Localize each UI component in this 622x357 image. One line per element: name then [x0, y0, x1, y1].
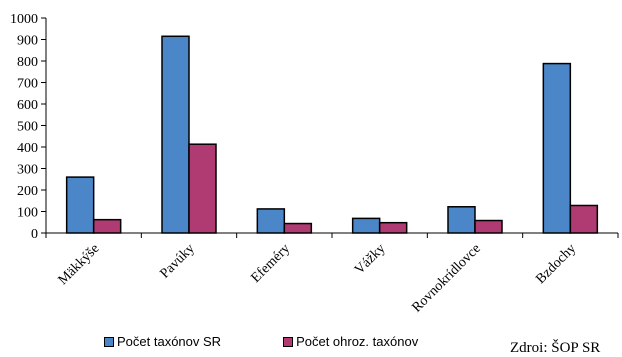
legend-swatch-series-1	[104, 336, 114, 347]
legend: Počet taxónov SR Počet ohroz. taxónov	[104, 334, 480, 349]
legend-item-series-1: Počet taxónov SR	[104, 334, 221, 349]
bar-1-1	[161, 35, 190, 234]
category-label-1: Pavúky	[158, 241, 198, 281]
bar-2-2	[283, 222, 313, 234]
bar-2-5	[569, 204, 599, 234]
bars	[65, 35, 599, 234]
bar-1-4	[447, 206, 476, 234]
y-axis: 0 100 200 300 400 500 600 700 800 900 1000	[10, 12, 47, 242]
legend-label-series-1: Počet taxónov SR	[117, 334, 222, 349]
category-label-2: Efeméry	[248, 241, 293, 286]
category-label-4: Rovnokrídlovce	[409, 241, 483, 315]
bar-1-5	[542, 62, 572, 234]
y-tick-label-6: 600	[17, 98, 38, 113]
bar-2-3	[378, 221, 408, 234]
x-axis: Mäkkýše Pavúky Efeméry Vážky Rovnokrídlovce B…	[45, 232, 619, 316]
y-tick-label-2: 200	[17, 184, 38, 199]
bar-2-0	[92, 218, 122, 234]
y-tick-label-10: 1000	[10, 12, 38, 27]
bar-1-0	[65, 176, 95, 234]
category-label-0: Mäkkýše	[56, 241, 103, 288]
source-note: Zdroi: ŠOP SR	[510, 340, 601, 356]
legend-swatch-series-2	[283, 336, 294, 347]
bar-2-4	[474, 219, 503, 234]
y-tick-label-7: 700	[17, 77, 38, 92]
bar-1-3	[351, 217, 381, 234]
bar-1-2	[256, 208, 286, 234]
y-tick-label-0: 0	[31, 227, 38, 242]
category-label-3: Vážky	[352, 241, 388, 277]
y-tick-label-9: 900	[17, 34, 38, 49]
y-tick-label-3: 300	[17, 163, 38, 178]
category-label-5: Bzdochy	[533, 241, 579, 287]
y-tick-label-1: 100	[17, 206, 38, 221]
bar-2-1	[188, 143, 217, 234]
y-tick-label-8: 800	[17, 55, 38, 70]
y-tick-label-5: 500	[17, 120, 38, 135]
y-tick-label-4: 400	[17, 141, 38, 156]
legend-label-series-2: Počet ohroz. taxónov	[296, 334, 419, 349]
legend-item-series-2: Počet ohroz. taxónov	[283, 334, 418, 349]
